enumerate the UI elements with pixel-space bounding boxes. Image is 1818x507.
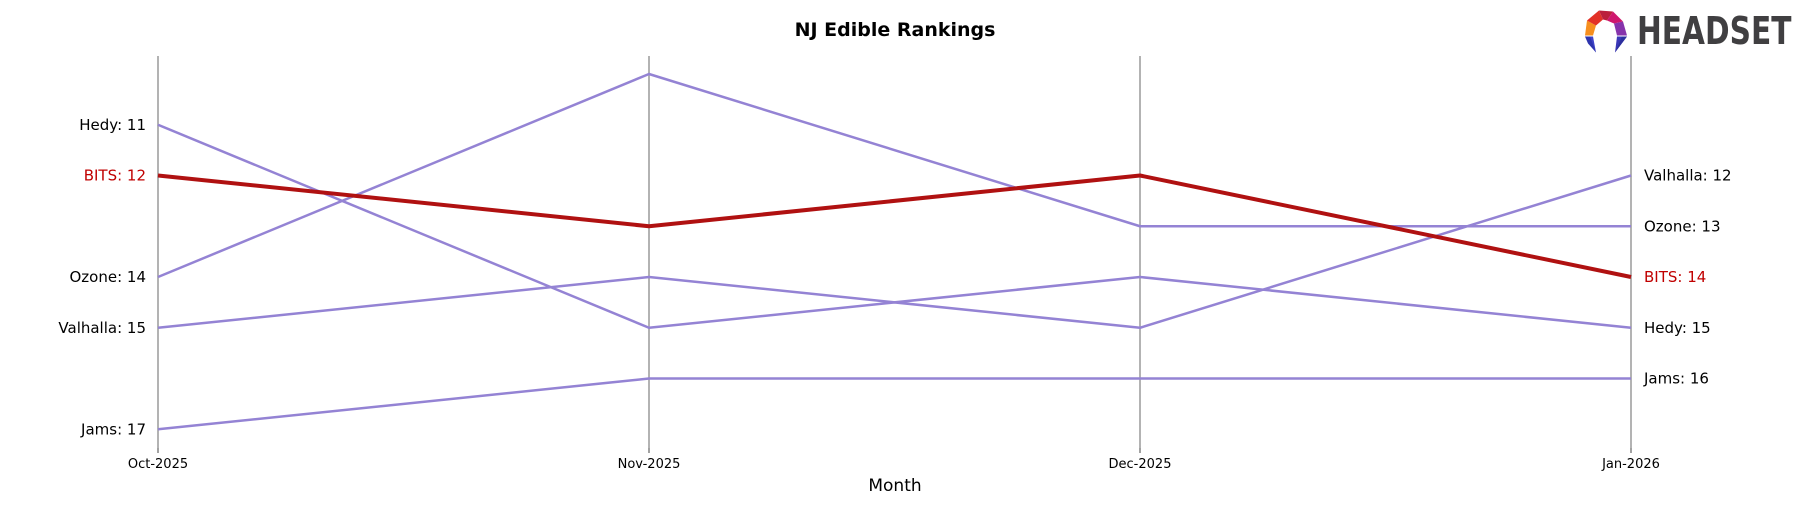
headset-logo-icon <box>1585 10 1627 53</box>
series-end-label-hedy: Hedy: 15 <box>1644 319 1711 337</box>
x-tick-label: Nov-2025 <box>618 457 681 472</box>
x-axis-title: Month <box>868 476 922 496</box>
series-end-label-jams: Jams: 16 <box>1643 370 1709 388</box>
series-line-ozone <box>157 72 1631 279</box>
series-start-label-jams: Jams: 17 <box>80 420 146 438</box>
series-start-label-hedy: Hedy: 11 <box>79 116 146 134</box>
x-tick-label: Jan-2026 <box>1601 457 1660 472</box>
chart-title: NJ Edible Rankings <box>794 19 996 41</box>
series-line-valhalla <box>157 174 1632 329</box>
series-end-label-ozone: Ozone: 13 <box>1644 217 1721 235</box>
series-end-label-bits: BITS: 14 <box>1644 268 1706 286</box>
x-tick-label: Dec-2025 <box>1109 457 1172 472</box>
series-line-bits <box>157 173 1632 279</box>
series-start-label-bits: BITS: 12 <box>84 167 146 185</box>
series-start-label-valhalla: Valhalla: 15 <box>58 319 146 337</box>
headset-logo: HEADSET <box>1584 8 1818 55</box>
series-start-label-ozone: Ozone: 14 <box>69 268 146 286</box>
series-end-label-valhalla: Valhalla: 12 <box>1644 167 1732 185</box>
series-line-jams <box>157 377 1631 431</box>
x-tick-label: Oct-2025 <box>128 457 188 472</box>
headset-logo-text: HEADSET <box>1637 9 1792 53</box>
